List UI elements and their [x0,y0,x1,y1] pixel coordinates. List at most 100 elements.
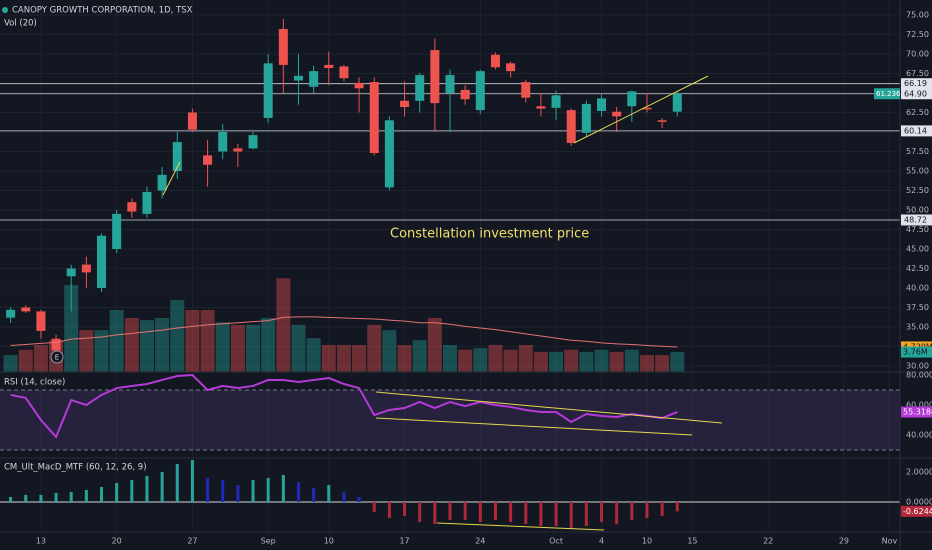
candle-body [672,93,682,112]
macd-bar [266,477,270,502]
volume-bar [639,355,654,372]
candle-body [218,131,228,152]
rsi-line [10,373,678,439]
volume-bar [79,330,94,372]
macd-bar [554,501,558,526]
macd-bar [509,501,513,522]
candle-body [536,106,546,109]
volume-title: Vol (20) [4,19,37,29]
macd-bar [615,501,619,525]
macd-bar [418,501,422,522]
macd-bar [584,501,588,526]
candle-body [415,75,425,101]
volume-bar [33,344,48,372]
volume-bar [170,299,185,372]
y-tick-label: 75.00 [906,10,929,19]
price-tag [901,406,932,418]
price-tag [901,505,932,517]
labels: 132027Sep101724Oct410152229Nov30.0032.50… [36,10,932,546]
level-tag-label: 60.14 [904,126,927,135]
volume-bar [185,310,200,372]
candle-body [475,71,485,111]
volume-bar [109,310,124,372]
candle-body [187,112,197,130]
volume-bar [139,320,154,372]
candle-body [506,63,516,72]
macd-bar [539,501,543,526]
candle-body [203,155,213,165]
y-tick-label: 37.50 [906,303,929,312]
price-tag [874,88,900,100]
y-tick-label: 47.50 [906,225,929,234]
macd-bar [448,501,452,520]
price-tag [901,346,932,358]
y-tick-label: 40.0000 [906,431,932,440]
macd-bar [251,479,255,502]
macd-title: CM_Ult_MacD_MTF (60, 12, 26, 9) [4,463,147,473]
x-tick-label: 27 [187,537,197,546]
y-tick-label: 30.00 [906,361,929,370]
candle-body [566,110,576,143]
macd-bar [9,497,13,502]
volume-bar [200,310,215,372]
macd-bar [145,476,149,502]
candle-body [66,268,76,277]
y-tick-label: 40.00 [906,283,929,292]
x-tick-label: Nov [882,537,898,546]
volume-bar [155,317,170,372]
volume-bar [230,324,245,372]
chart-title: CANOPY GROWTH CORPORATION, 1D, TSX [12,6,193,16]
volume-bar [670,352,685,372]
x-tick-label: 4 [599,537,604,546]
candle-body [642,107,652,110]
price-tag-label: 55.3184 [903,408,932,417]
y-tick-label: 0.0000 [906,497,932,506]
candle-body [309,71,319,87]
trendline [573,75,709,144]
x-tick-label: 10 [324,537,334,546]
candle-body [127,202,137,212]
x-tick-label: 22 [763,537,773,546]
trendline [162,161,181,196]
macd-bar [221,479,225,502]
volume-bar [533,351,548,372]
price-tag-label: 3.76M [903,348,928,357]
candle-body [597,98,607,111]
y-tick-label: 42.50 [906,264,929,273]
rsi-band [0,390,900,451]
macd-bar [524,501,528,525]
x-tick-label: 17 [399,537,409,546]
x-tick-label: 29 [839,537,849,546]
macd-bar [372,501,376,513]
candle-body [430,50,440,104]
candle-body [612,111,622,117]
rsi-title: RSI (14, close) [4,378,65,388]
candle-body [551,95,561,108]
volume-bar [412,340,427,372]
candle-body [400,100,410,108]
volume-bar [397,344,412,372]
x-tick-label: 24 [475,537,485,546]
macd-bar [660,501,664,516]
volume-bar [291,324,306,372]
drawings [162,75,723,531]
macd-bar [569,501,573,528]
candle-body [354,82,364,89]
candle-body [81,264,91,273]
volume-bar [427,317,442,372]
candle-body [460,89,470,100]
x-tick-label: 15 [687,537,697,546]
macd-bar [206,477,210,502]
volume-bar [261,317,276,372]
trendline [375,417,693,436]
volume-bar [443,344,457,372]
volume-bar [549,351,564,372]
volume-bar [609,351,624,372]
macd-bar [115,482,119,502]
x-tick-label: Sep [261,537,276,546]
volume-bar [3,355,18,372]
macd-bar [645,501,649,519]
volume-bar [64,285,79,372]
macd-bar [100,486,104,502]
